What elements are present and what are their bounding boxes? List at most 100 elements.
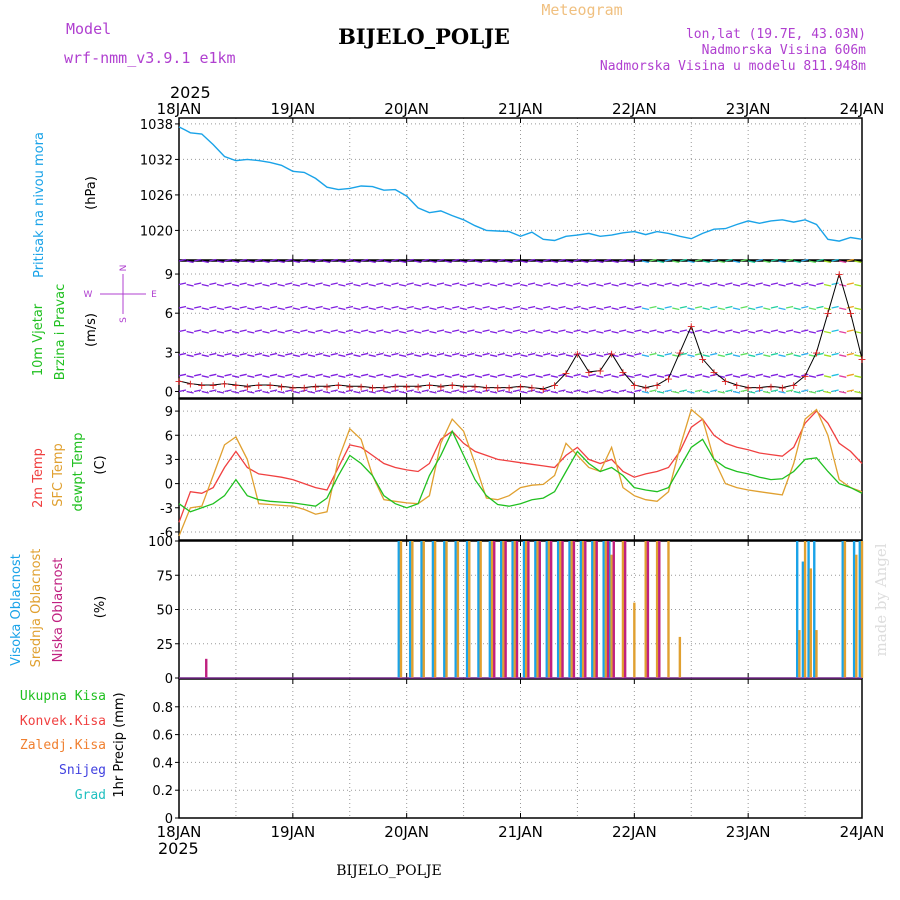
wind-arrow [353,283,361,287]
wind-arrow [368,260,376,264]
wind-marker: + [334,379,343,392]
wind-arrow [277,330,285,334]
wind-arrow [801,373,809,377]
wind-arrow [429,260,437,264]
wind-arrow [239,258,247,262]
wind-arrow [414,375,422,378]
wind-arrow [543,352,551,356]
wind-arrow [694,329,703,333]
wind-arrow [558,305,566,309]
y-tick-label: 9 [165,268,173,283]
wind-arrow [277,260,285,264]
wind-arrow [527,305,536,309]
wind-arrow [292,375,300,378]
wind-arrow [391,329,399,333]
wind-arrow [755,373,763,377]
wind-arrow [277,307,285,311]
wind-arrow [732,283,741,287]
wind-arrow [269,258,278,262]
wind-arrow [740,282,748,286]
wind-arrow [285,329,293,333]
wind-arrow [702,260,710,264]
wind-arrow [770,352,779,356]
wind-arrow [581,354,589,358]
wind-arrow [216,330,225,334]
wind-arrow [323,390,331,394]
wind-marker: + [345,380,354,393]
wind-arrow [785,329,794,333]
cloud-mid-bar [581,541,585,678]
wind-arrow [619,305,627,309]
cloud-mid-bar [815,630,818,678]
wind-arrow [216,307,225,311]
x-tick-label-top: 20JAN [384,100,429,118]
wind-marker: + [778,382,787,395]
wind-arrow [672,283,680,287]
precip-y-title: 1hr Precip (mm) [112,692,127,797]
wind-arrow [831,258,839,262]
wind-arrow [353,260,361,264]
wind-arrow [300,389,308,393]
wind-arrow [247,330,255,334]
wind-arrow [785,352,794,356]
wind-arrow [231,390,240,394]
wind-marker: + [254,379,263,392]
wind-arrow [482,258,490,262]
wind-arrow [626,330,634,334]
wind-arrow [748,283,756,287]
wind-arrow [231,330,240,334]
wind-arrow [414,390,422,394]
wind-arrow [353,307,361,311]
wind-arrow [672,375,680,378]
cloud-high-bar [408,541,412,678]
wind-arrow [216,375,225,378]
wind-arrow [664,305,672,309]
cloud-low-bar [646,541,650,678]
cloud-high-bar [795,541,799,678]
pressure-line [178,126,863,242]
wind-arrow [603,352,612,356]
wind-arrow [527,352,536,356]
wind-arrow [338,283,346,287]
wind-arrow [588,282,596,286]
cloud-high-bar [488,541,492,678]
wind-arrow [619,258,627,262]
wind-arrow [285,258,293,262]
wind-arrow [292,283,300,287]
wind-arrow [360,329,369,333]
cloud-mid-bar [644,541,647,678]
x-tick-label-top: 22JAN [612,100,657,118]
wind-arrow [710,389,718,393]
x-tick-label-top: 18JAN [157,100,202,118]
wind-marker: + [311,380,320,393]
model-label: Model [66,20,111,38]
compass-e: E [151,290,157,300]
wind-arrow [634,258,642,262]
wind-arrow [247,283,255,287]
wind-arrow [414,330,422,334]
wind-arrow [383,375,392,378]
wind-arrow [330,389,338,393]
wind-arrow [641,390,650,394]
wind-arrow [330,329,338,333]
wind-arrow [763,283,771,287]
cloud-high-bar [801,561,805,678]
wind-arrow [429,307,437,311]
wind-arrow [520,390,528,394]
wind-arrow [725,305,733,309]
wind-arrow [505,390,513,394]
wind-arrow [360,373,369,377]
wind-arrow [581,260,589,264]
wind-arrow [383,307,392,311]
wind-arrow [254,305,263,309]
wind-arrow [679,282,688,286]
wind-arrow [194,305,202,309]
wind-arrow [209,373,217,377]
wind-marker: + [174,375,183,388]
wind-arrow [550,283,558,287]
cloud-mid-bar [468,541,471,678]
wind-arrow [315,329,323,333]
wind-arrow [209,389,217,393]
wind-arrow [611,390,619,394]
wind-arrow [436,258,445,262]
